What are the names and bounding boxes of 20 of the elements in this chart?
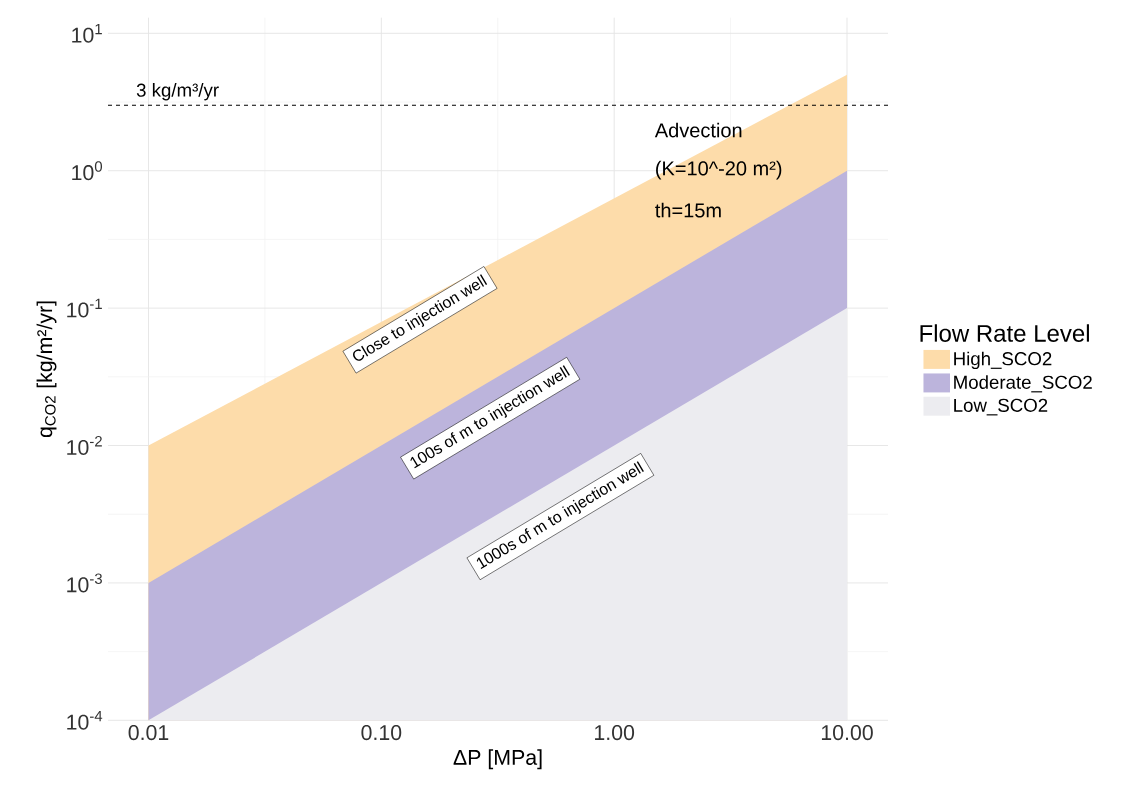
legend-label: Moderate_SCO2 [954, 375, 1092, 393]
y-tick-label: 10$^{-1}$ [67, 298, 102, 318]
y-tick-label: 10$^{-3}$ [67, 573, 102, 593]
annotation: (K=10^-20 m²) [656, 160, 782, 180]
y-tick-label: 10$^{-2}$ [67, 436, 102, 456]
x-axis-title: ΔP [MPa] [453, 749, 542, 770]
legend-label: Low_SCO2 [954, 398, 1048, 416]
ref-line-label: 3 kg/m³/yr [136, 83, 219, 101]
y-tick-label: 10$^{0}$ [72, 161, 103, 181]
legend-title: Flow Rate Level [920, 324, 1089, 342]
x-tick-label: 0.10 [361, 725, 402, 741]
legend-label: High_SCO2 [954, 351, 1052, 370]
x-tick-label: 10.00 [821, 725, 873, 741]
x-tick-label: 0.01 [128, 725, 169, 741]
x-tick-label: 1.00 [595, 725, 635, 741]
y-tick-label: 10$^{-4}$ [67, 710, 103, 730]
annotation: Advection [654, 122, 742, 138]
y-axis-title: q$_{CO2}$ [kg/m²/yr] [36, 301, 57, 438]
y-tick-label: 10$^{1}$ [72, 23, 102, 43]
annotation: th=15m [655, 202, 721, 218]
